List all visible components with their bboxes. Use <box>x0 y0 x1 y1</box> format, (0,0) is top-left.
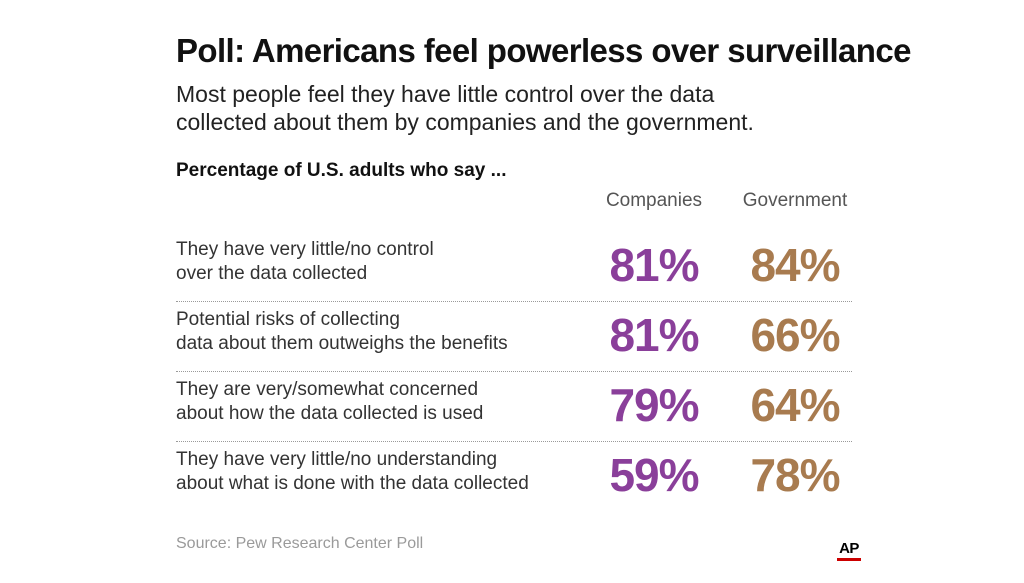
row-label: They have very little/no understanding a… <box>176 448 576 496</box>
row-label: They have very little/no control over th… <box>176 238 576 286</box>
row-label: Potential risks of collecting data about… <box>176 308 576 356</box>
data-table: They have very little/no control over th… <box>176 232 852 511</box>
government-value: 84% <box>750 239 840 291</box>
row-label-line-2: about what is done with the data collect… <box>176 473 529 494</box>
companies-value: 81% <box>609 309 699 361</box>
ap-logo-text: AP <box>839 540 859 557</box>
row-label: They are very/somewhat concerned about h… <box>176 378 576 426</box>
source-note: Source: Pew Research Center Poll <box>176 535 424 552</box>
row-label-line-2: over the data collected <box>176 263 368 284</box>
table-row: Potential risks of collecting data about… <box>176 302 852 372</box>
chart-subtitle: Most people feel they have little contro… <box>176 80 856 136</box>
row-label-line-1: They have very little/no understanding <box>176 449 498 470</box>
row-label-line-2: about how the data collected is used <box>176 403 484 424</box>
column-header-government: Government <box>742 190 848 211</box>
companies-value: 59% <box>609 449 699 501</box>
table-row: They have very little/no control over th… <box>176 232 852 302</box>
subtitle-line-1: Most people feel they have little contro… <box>176 81 715 107</box>
table-row: They have very little/no understanding a… <box>176 442 852 511</box>
government-value: 78% <box>750 449 840 501</box>
row-label-line-2: data about them outweighs the benefits <box>176 333 508 354</box>
subtitle-line-2: collected about them by companies and th… <box>176 109 754 135</box>
ap-logo: AP <box>837 540 861 561</box>
government-value: 66% <box>750 309 840 361</box>
row-label-line-1: Potential risks of collecting <box>176 309 400 330</box>
government-value: 64% <box>750 379 840 431</box>
table-row: They are very/somewhat concerned about h… <box>176 372 852 442</box>
column-header-companies: Companies <box>605 190 703 211</box>
row-label-line-1: They have very little/no control <box>176 239 434 260</box>
table-qualifier: Percentage of U.S. adults who say ... <box>176 160 507 181</box>
row-label-line-1: They are very/somewhat concerned <box>176 379 479 400</box>
ap-logo-bar <box>837 558 861 561</box>
companies-value: 81% <box>609 239 699 291</box>
companies-value: 79% <box>609 379 699 431</box>
chart-title: Poll: Americans feel powerless over surv… <box>176 32 911 69</box>
